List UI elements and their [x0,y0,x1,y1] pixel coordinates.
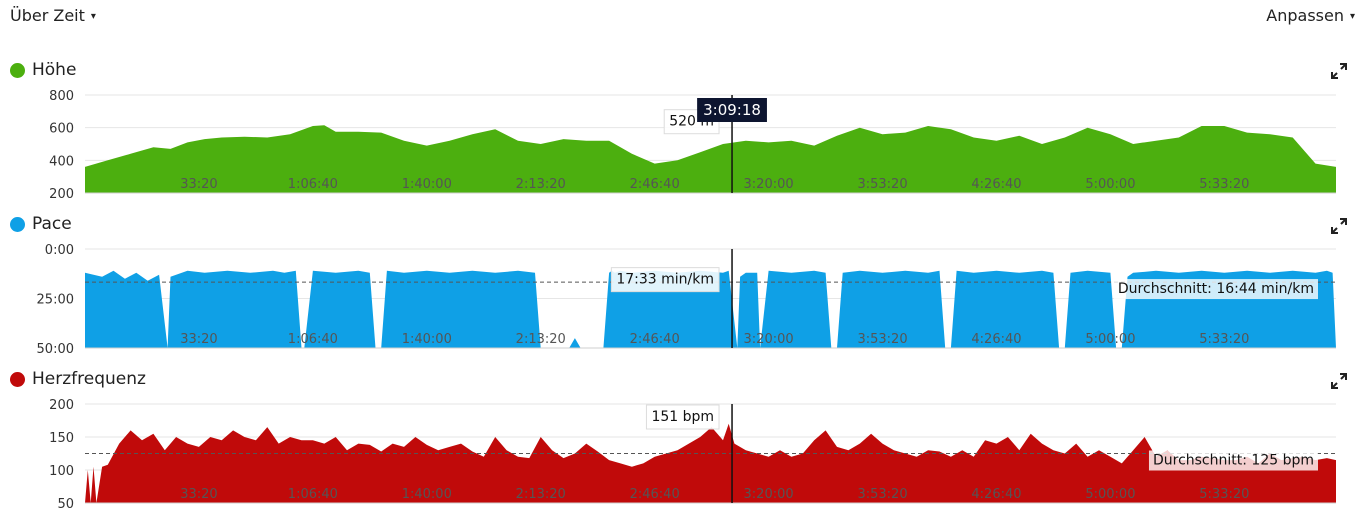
pace-average-label-bg [1113,279,1318,300]
elevation-chart: 800 600 400 200 33:20 1:06:40 1:40:00 2:13:20 2:… [49,89,1336,202]
heart-rate-xtick-label: 3:20:00 [744,487,794,502]
pace-xtick-label: 3:53:20 [857,332,907,347]
time-mode-label: Über Zeit [10,6,85,25]
elevation-xtick-label: 2:13:20 [516,177,566,192]
heart-rate-average-label: Durchschnitt: 125 bpm [1153,453,1314,469]
pace-xtick-label: 2:13:20 [516,332,566,347]
elevation-xtick-label: 3:53:20 [857,177,907,192]
heart-rate-title-label: Herzfrequenz [32,369,146,389]
cursor-time-badge: 3:09:18 [697,98,767,122]
pace-legend-dot [10,216,25,232]
pace-xtick-label: 33:20 [180,332,217,347]
elevation-xtick-label: 4:26:40 [971,177,1021,192]
pace-ytick-label: 50:00 [37,342,74,357]
heart-rate-cursor-value-label: 151 bpm [651,409,714,425]
heart-rate-panel: Herzfrequenz [0,367,1363,507]
heart-rate-xtick-label: 1:06:40 [288,487,338,502]
customize-label: Anpassen [1266,6,1344,25]
pace-chart: 0:00 25:00 50:00 33:20 1:06:40 1:40:00 2:13:20… [37,243,1336,357]
expand-icon[interactable] [1331,373,1347,389]
heart-rate-xtick-label: 2:13:20 [516,487,566,502]
pace-xtick-label: 1:06:40 [288,332,338,347]
pace-xtick-label: 5:33:20 [1199,332,1249,347]
elevation-xtick-label: 5:00:00 [1085,177,1135,192]
heart-rate-area-series [85,423,1336,503]
expand-icon[interactable] [1331,63,1347,79]
heart-rate-ytick-label: 150 [49,431,74,446]
pace-xtick-label: 1:40:00 [402,332,452,347]
customize-dropdown[interactable]: Anpassen ▾ [1266,6,1355,25]
heart-rate-ytick-label: 50 [57,497,74,512]
elevation-xtick-label: 1:06:40 [288,177,338,192]
heart-rate-xtick-label: 5:33:20 [1199,487,1249,502]
elevation-ytick-label: 800 [49,89,74,104]
time-mode-dropdown[interactable]: Über Zeit ▾ [10,6,96,25]
cursor-time-label: 3:09:18 [703,101,761,119]
heart-rate-chart: 200 150 100 50 33:20 1:06:40 1:40:00 2:13:20 2:4… [49,398,1336,512]
heart-rate-xtick-label: 1:40:00 [402,487,452,502]
top-bar: Über Zeit ▾ Anpassen ▾ [0,0,1363,34]
pace-area-series [85,270,1336,348]
chevron-down-icon: ▾ [1349,11,1355,22]
heart-rate-xtick-label: 33:20 [180,487,217,502]
pace-cursor-value-box [610,267,720,293]
elevation-xtick-label: 1:40:00 [402,177,452,192]
cursor-time-bg [697,98,767,122]
heart-rate-average-label-bg [1148,450,1318,471]
elevation-legend-dot [10,62,25,78]
heart-rate-xtick-label: 4:26:40 [971,487,1021,502]
heart-rate-xtick-label: 3:53:20 [857,487,907,502]
elevation-title-label: Höhe [32,60,77,80]
heart-rate-title: Herzfrequenz [10,369,146,389]
heart-rate-ytick-label: 100 [49,464,74,479]
pace-title-label: Pace [32,214,72,234]
elevation-area-series [85,125,1336,193]
elevation-xtick-label: 5:33:20 [1199,177,1249,192]
pace-ytick-label: 0:00 [45,243,74,258]
elevation-xtick-label: 3:20:00 [744,177,794,192]
pace-xtick-label: 5:00:00 [1085,332,1135,347]
elevation-xtick-label: 33:20 [180,177,217,192]
pace-xtick-label: 3:20:00 [744,332,794,347]
pace-title: Pace [10,214,72,234]
elevation-ytick-label: 200 [49,187,74,202]
heart-rate-xtick-label: 2:46:40 [630,487,680,502]
heart-rate-legend-dot [10,371,25,387]
elevation-panel: Höhe [0,58,1363,198]
pace-xtick-label: 4:26:40 [971,332,1021,347]
elevation-ytick-label: 600 [49,122,74,137]
elevation-xtick-label: 2:46:40 [630,177,680,192]
heart-rate-xtick-label: 5:00:00 [1085,487,1135,502]
pace-panel: Pace [0,212,1363,352]
heart-rate-ytick-label: 200 [49,398,74,413]
pace-ytick-label: 25:00 [37,293,74,308]
pace-cursor-value-label: 17:33 min/km [616,272,714,288]
heart-rate-cursor-value-box [645,404,720,430]
pace-average-label: Durchschnitt: 16:44 min/km [1118,281,1314,297]
chevron-down-icon: ▾ [90,11,96,22]
expand-icon[interactable] [1331,218,1347,234]
elevation-ytick-label: 400 [49,154,74,169]
elevation-title: Höhe [10,60,76,80]
pace-xtick-label: 2:46:40 [630,332,680,347]
